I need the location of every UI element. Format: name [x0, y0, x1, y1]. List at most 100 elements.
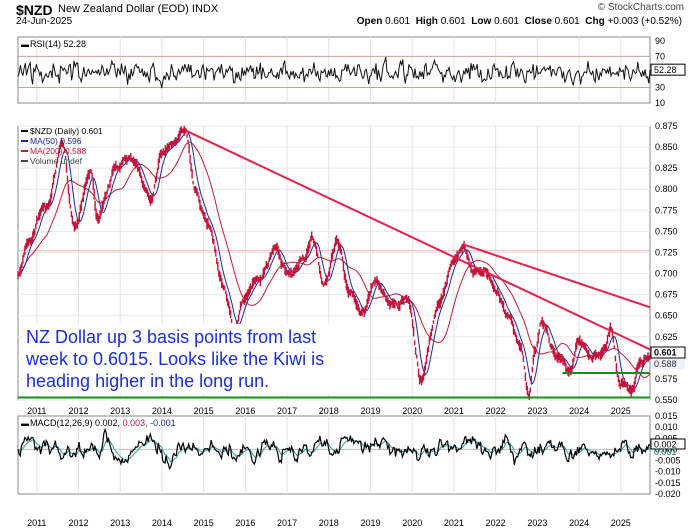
x-axis-label: 2020	[402, 518, 422, 528]
x-axis-label: 2025	[611, 518, 631, 528]
exchange-label: INDX	[191, 3, 219, 15]
legend-entry: MA(50) 0.596	[30, 136, 82, 146]
x-axis-label: 2023	[527, 518, 547, 528]
x-axis-label: 2016	[235, 406, 255, 416]
macd-tick-label: -0.005	[655, 456, 681, 466]
x-axis-label: 2018	[319, 518, 339, 528]
annotation-note: NZ Dollar up 3 basis points from last we…	[22, 324, 360, 394]
x-axis-label: 2024	[569, 406, 589, 416]
x-axis-label: 2021	[444, 518, 464, 528]
macd-tick-label: 0.015	[655, 411, 678, 421]
x-axis-label: 2012	[68, 406, 88, 416]
ma200-line	[17, 141, 651, 378]
x-axis-label: 2011	[27, 518, 46, 528]
price-tick-label: 0.875	[655, 121, 678, 131]
ma-tag	[651, 359, 685, 370]
x-axis-label: 2012	[68, 518, 88, 528]
macd-value-label: 0.002	[654, 439, 677, 449]
price-tick-label: 0.850	[655, 142, 678, 152]
chart-date: 24-Jun-2025	[16, 16, 73, 27]
price-tick-label: 0.625	[655, 332, 678, 342]
price-tick-label: 0.825	[655, 163, 678, 173]
x-axis-label: 2023	[527, 406, 547, 416]
x-axis-label: 2017	[277, 518, 297, 528]
trendline	[461, 243, 651, 309]
ohlc-readout: Open 0.601 High 0.601 Low 0.601 Close 0.…	[357, 16, 682, 27]
high-label: High	[415, 16, 438, 27]
x-axis-label: 2018	[319, 406, 339, 416]
x-axis-label: 2022	[486, 518, 506, 528]
rsi-swatch: ▬	[21, 40, 29, 49]
price-tick-label: 0.650	[655, 311, 678, 321]
macd-tick-label: -0.015	[655, 478, 681, 488]
open-label: Open	[356, 16, 383, 27]
price-tick-label: 0.775	[655, 205, 678, 215]
x-axis-label: 2014	[152, 518, 172, 528]
x-axis-label: 2021	[444, 406, 464, 416]
low-value: 0.601	[494, 16, 520, 27]
close-label: Close	[524, 16, 552, 27]
x-axis-label: 2024	[569, 518, 589, 528]
symbol-name: New Zealand Dollar (EOD) INDX	[58, 3, 218, 15]
x-axis-label: 2019	[360, 518, 380, 528]
last-price-tag	[650, 346, 686, 359]
chg-value: +0.003 (+0.52%)	[607, 16, 683, 27]
rsi-tick-label: 90	[655, 36, 665, 46]
x-axis-label: 2022	[486, 406, 506, 416]
x-axis-label: 2015	[194, 518, 214, 528]
symbol[interactable]: $NZD	[16, 2, 53, 18]
chg-label: Chg	[585, 16, 605, 27]
macd-value-tag	[650, 438, 686, 450]
rsi-tick-label: 70	[655, 51, 665, 61]
macd-title-part: MACD(12,26,9)	[30, 418, 93, 428]
x-axis-label: 2019	[360, 406, 380, 416]
price-tick-label: 0.700	[655, 269, 678, 279]
ma50-line	[17, 131, 651, 389]
credit-label: © StockCharts.com	[597, 2, 684, 13]
macd-signal-value-label: 0.001	[654, 447, 677, 457]
last-price-label: 0.601	[654, 348, 677, 358]
legend-entry: Volume undef	[30, 156, 83, 166]
legend-entry: $NZD (Daily) 0.601	[30, 126, 103, 136]
low-label: Low	[471, 16, 492, 27]
x-axis-label: 2016	[235, 518, 255, 528]
instrument-name: New Zealand Dollar (EOD)	[58, 3, 189, 15]
price-tick-label: 0.550	[655, 395, 678, 405]
macd-title-part: 0.003,	[120, 418, 148, 428]
rsi-title: RSI(14) 52.28	[30, 39, 86, 49]
rsi-line	[17, 56, 651, 89]
macd-title-part: 0.002,	[93, 418, 121, 428]
macd-panel	[17, 415, 651, 495]
x-axis-label: 2025	[611, 406, 631, 416]
macd-tick-label: -0.010	[655, 467, 681, 477]
rsi-tick-label: 10	[655, 98, 665, 108]
macd-line	[17, 427, 651, 470]
price-tick-label: 0.725	[655, 247, 678, 257]
macd-title: MACD(12,26,9) 0.002, 0.003, -0.001	[30, 418, 176, 428]
macd-tick-label: 0.005	[655, 433, 678, 443]
trendline	[184, 129, 651, 351]
macd-tick-label: 0.010	[655, 422, 678, 432]
x-axis-label: 2014	[152, 406, 172, 416]
open-value: 0.601	[385, 16, 411, 27]
price-tick-label: 0.750	[655, 226, 678, 236]
macd-swatch: ▬	[21, 419, 29, 428]
chart-header: $NZD New Zealand Dollar (EOD) INDX 24-Ju…	[0, 0, 700, 30]
legend-entry: MA(200) 0.588	[30, 146, 86, 156]
price-tick-label: 0.575	[655, 374, 678, 384]
rsi-value-label: 52.28	[654, 65, 677, 75]
price-tick-label: 0.675	[655, 290, 678, 300]
high-value: 0.601	[440, 16, 466, 27]
macd-title-part: -0.001	[148, 418, 176, 428]
x-axis-label: 2017	[277, 406, 297, 416]
macd-tick-label: -0.020	[655, 489, 681, 499]
rsi-value-tag	[650, 63, 686, 76]
x-axis-label: 2011	[27, 406, 46, 416]
ma-value-label: 0.588	[654, 359, 677, 369]
x-axis-label: 2020	[402, 406, 422, 416]
x-axis-label: 2013	[110, 518, 130, 528]
x-axis-label: 2013	[110, 406, 130, 416]
price-tick-label: 0.800	[655, 184, 678, 194]
rsi-tick-label: 30	[655, 82, 665, 92]
